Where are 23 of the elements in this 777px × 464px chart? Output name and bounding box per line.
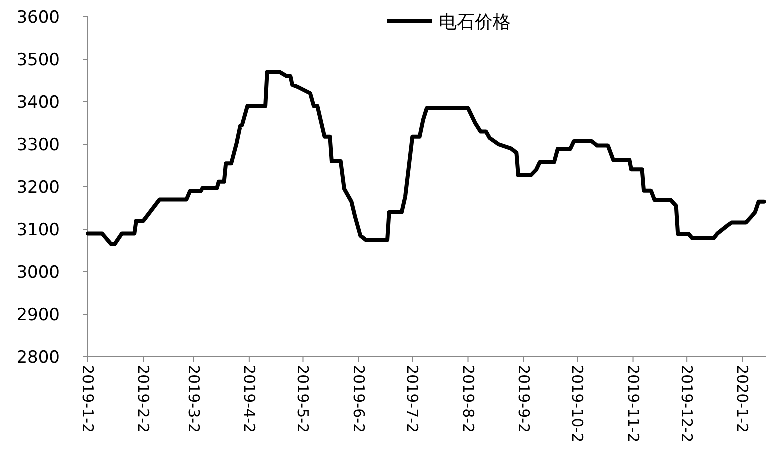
y-tick-label: 3500 [16, 50, 60, 70]
x-tick-label: 2019-6-2 [350, 365, 368, 434]
y-tick-label: 3600 [16, 8, 60, 28]
x-tick-label: 2019-3-2 [184, 365, 203, 434]
y-tick-label: 3100 [16, 220, 60, 240]
x-tick-label: 2020-1-2 [734, 365, 752, 434]
x-tick-label: 2019-1-2 [79, 365, 97, 434]
x-tick-label: 2019-11-2 [624, 365, 642, 443]
x-tick-label: 2019-4-2 [240, 365, 258, 434]
x-tick-label: 2019-2-2 [134, 365, 153, 434]
x-tick-label: 2019-5-2 [294, 365, 312, 434]
y-tick-label: 2800 [16, 348, 60, 368]
x-tick-label: 2019-7-2 [404, 365, 422, 434]
y-tick-label: 3200 [16, 178, 60, 198]
legend-label: 电石价格 [439, 12, 511, 33]
x-tick-label: 2019-10-2 [568, 365, 587, 443]
y-tick-label: 3400 [16, 93, 60, 113]
y-tick-label: 3300 [16, 136, 60, 156]
y-tick-label: 2900 [16, 306, 60, 326]
x-tick-label: 2019-8-2 [459, 365, 478, 434]
y-tick-label: 3000 [16, 263, 60, 283]
x-tick-label: 2019-12-2 [678, 365, 696, 443]
x-tick-label: 2019-9-2 [514, 365, 533, 434]
